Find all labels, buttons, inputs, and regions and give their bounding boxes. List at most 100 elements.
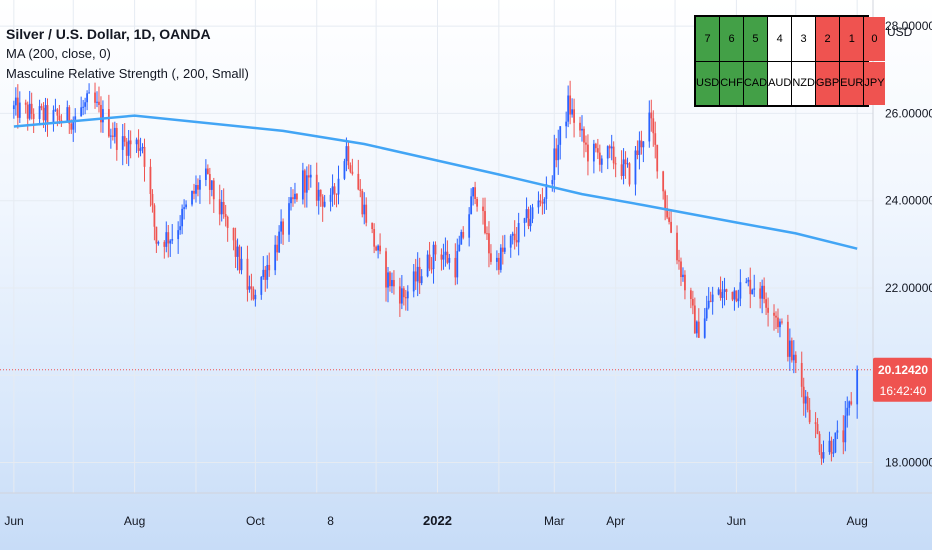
- candle-body: [177, 230, 180, 240]
- candle-body: [14, 97, 17, 106]
- candle-body: [600, 158, 603, 165]
- candle-body: [365, 204, 368, 223]
- candle-body: [139, 148, 142, 151]
- rank-cell-usd: 7: [696, 17, 720, 61]
- candle-body: [418, 266, 421, 284]
- candle-body: [612, 146, 615, 164]
- candle-body: [234, 240, 237, 257]
- candle-body: [444, 251, 447, 256]
- candle-body: [123, 136, 126, 142]
- candle-body: [141, 146, 144, 149]
- candle-body: [557, 144, 560, 161]
- candle-body: [345, 146, 348, 162]
- candle-body: [537, 200, 540, 208]
- candle-body: [703, 318, 706, 338]
- candle-body: [70, 123, 73, 130]
- candle-body: [682, 274, 684, 278]
- candle-body: [468, 214, 471, 238]
- candle-body: [581, 128, 583, 131]
- candle-body: [404, 297, 407, 299]
- price-tick-label: 22.00000: [885, 281, 932, 295]
- candle-body: [816, 424, 819, 434]
- currency-cell-eur: EUR: [840, 61, 864, 105]
- candle-body: [460, 231, 463, 245]
- candle-body: [448, 257, 451, 263]
- candle-body: [274, 244, 277, 271]
- candle-body: [806, 396, 809, 410]
- candle-body: [689, 290, 692, 299]
- candle-body: [46, 105, 49, 124]
- candle-body: [165, 232, 168, 247]
- candle-body: [850, 401, 853, 405]
- candle-body: [709, 300, 712, 302]
- candle-body: [373, 229, 376, 247]
- candle-body: [252, 288, 255, 300]
- candle-body: [573, 109, 575, 123]
- candle-body: [357, 173, 360, 190]
- candle-body: [622, 159, 625, 176]
- candle-body: [454, 257, 457, 278]
- candle-body: [804, 396, 807, 404]
- candle-body: [763, 285, 766, 300]
- candle-body: [385, 251, 387, 288]
- candle-body: [446, 251, 449, 263]
- candle-body: [779, 321, 781, 328]
- time-tick-label: Apr: [606, 514, 625, 528]
- candle-body: [634, 150, 637, 185]
- candle-body: [648, 112, 651, 142]
- candle-body: [749, 279, 752, 295]
- candle-body: [113, 127, 116, 137]
- candle-body: [416, 266, 419, 282]
- candle-body: [541, 202, 544, 204]
- candle-body: [753, 288, 756, 290]
- candle-body: [786, 321, 789, 357]
- candle-body: [472, 187, 475, 197]
- candle-body: [323, 201, 326, 207]
- candle-body: [697, 321, 700, 338]
- candle-body: [337, 178, 340, 195]
- candle-body: [442, 255, 445, 260]
- candle-body: [559, 126, 562, 145]
- candle-body: [495, 257, 498, 262]
- candle-body: [525, 209, 528, 219]
- candle-body: [236, 246, 239, 257]
- candle-body: [290, 197, 292, 204]
- currency-cell-jpy: JPY: [864, 61, 885, 105]
- candle-body: [426, 254, 429, 277]
- currency-cell-gbp: GBP: [815, 61, 840, 105]
- candle-body: [747, 279, 750, 282]
- candle-body: [484, 211, 486, 234]
- candle-body: [264, 269, 267, 280]
- candle-body: [470, 196, 473, 215]
- rank-cell-jpy: 0: [864, 17, 885, 61]
- candle-body: [56, 109, 59, 116]
- candle-body: [333, 186, 336, 194]
- candle-body: [509, 235, 512, 248]
- candle-body: [777, 317, 779, 328]
- candle-body: [790, 340, 793, 361]
- candle-body: [565, 121, 568, 127]
- candle-body: [705, 307, 708, 319]
- candle-body: [440, 254, 443, 260]
- candle-body: [737, 298, 740, 302]
- candle-body: [278, 231, 281, 253]
- candle-body: [100, 104, 102, 123]
- candle-body: [224, 214, 227, 217]
- candle-body: [375, 246, 378, 251]
- candle-body: [794, 354, 797, 364]
- candle-body: [96, 101, 98, 103]
- candle-body: [321, 196, 324, 207]
- candle-body: [193, 190, 195, 194]
- rank-cell-gbp: 2: [815, 17, 840, 61]
- candle-body: [638, 140, 641, 156]
- time-tick-label: Aug: [846, 514, 867, 528]
- candle-body: [406, 291, 409, 299]
- candle-body: [276, 244, 279, 253]
- candle-body: [74, 116, 77, 120]
- candle-body: [54, 109, 57, 111]
- candle-body: [497, 257, 500, 270]
- candle-body: [331, 186, 334, 195]
- candle-body: [305, 175, 308, 193]
- candle-body: [691, 298, 694, 306]
